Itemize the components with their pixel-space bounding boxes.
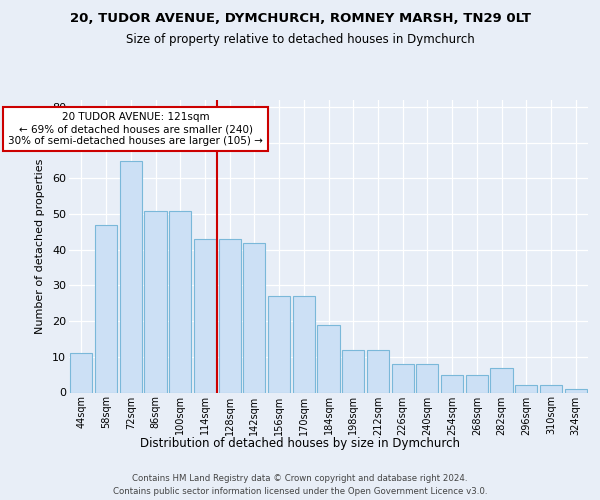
Bar: [169, 210, 191, 392]
Bar: [565, 389, 587, 392]
Bar: [243, 242, 265, 392]
Bar: [342, 350, 364, 393]
Bar: [515, 386, 538, 392]
Bar: [540, 386, 562, 392]
Text: Contains public sector information licensed under the Open Government Licence v3: Contains public sector information licen…: [113, 487, 487, 496]
Bar: [293, 296, 315, 392]
Bar: [145, 210, 167, 392]
Bar: [194, 239, 216, 392]
Text: 20, TUDOR AVENUE, DYMCHURCH, ROMNEY MARSH, TN29 0LT: 20, TUDOR AVENUE, DYMCHURCH, ROMNEY MARS…: [70, 12, 530, 26]
Bar: [367, 350, 389, 393]
Bar: [268, 296, 290, 392]
Bar: [441, 374, 463, 392]
Bar: [218, 239, 241, 392]
Bar: [392, 364, 414, 392]
Y-axis label: Number of detached properties: Number of detached properties: [35, 158, 45, 334]
Bar: [119, 160, 142, 392]
Bar: [95, 225, 117, 392]
Bar: [490, 368, 512, 392]
Text: Size of property relative to detached houses in Dymchurch: Size of property relative to detached ho…: [125, 32, 475, 46]
Bar: [70, 354, 92, 393]
Text: Contains HM Land Registry data © Crown copyright and database right 2024.: Contains HM Land Registry data © Crown c…: [132, 474, 468, 483]
Bar: [466, 374, 488, 392]
Bar: [416, 364, 439, 392]
Text: 20 TUDOR AVENUE: 121sqm
← 69% of detached houses are smaller (240)
30% of semi-d: 20 TUDOR AVENUE: 121sqm ← 69% of detache…: [8, 112, 263, 146]
Text: Distribution of detached houses by size in Dymchurch: Distribution of detached houses by size …: [140, 438, 460, 450]
Bar: [317, 324, 340, 392]
